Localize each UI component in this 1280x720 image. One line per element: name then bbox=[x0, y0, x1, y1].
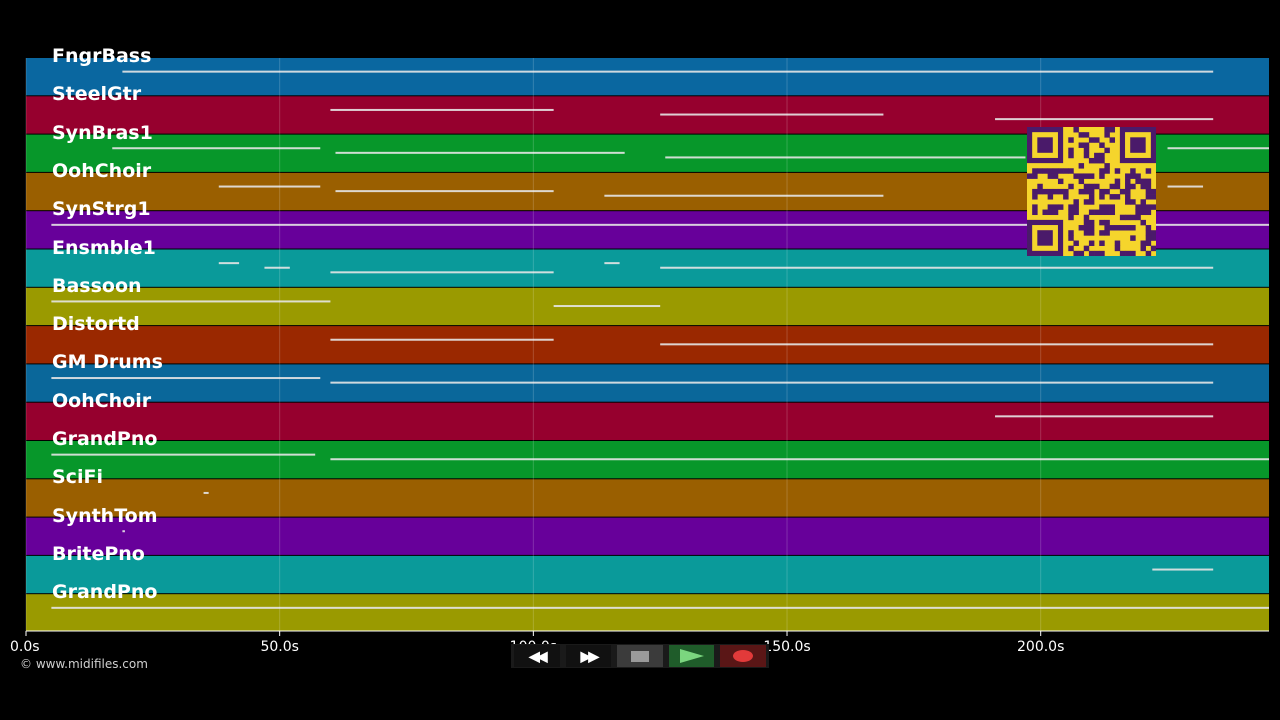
track-label: FngrBass bbox=[52, 45, 152, 67]
note-segment bbox=[995, 415, 1214, 418]
note-segment bbox=[51, 377, 321, 380]
note-segment bbox=[122, 530, 125, 533]
note-segment bbox=[660, 343, 1214, 346]
track-lane bbox=[26, 594, 1269, 632]
note-segment bbox=[330, 108, 554, 111]
qr-code bbox=[1027, 127, 1157, 257]
note-segment bbox=[330, 381, 1214, 384]
note-segment bbox=[330, 271, 554, 274]
track-label: SciFi bbox=[52, 466, 103, 489]
track-lane bbox=[26, 555, 1269, 594]
track-lane bbox=[26, 517, 1269, 555]
note-segment bbox=[1167, 185, 1204, 188]
play-button[interactable] bbox=[668, 645, 715, 667]
play-icon bbox=[679, 649, 704, 663]
track-label: SynBras1 bbox=[52, 121, 153, 144]
track-label: SynthTom bbox=[52, 504, 158, 527]
track-label: GrandPno bbox=[52, 428, 158, 450]
track-label: GrandPno bbox=[52, 581, 158, 604]
track-label: OohChoir bbox=[52, 159, 152, 182]
track-lane bbox=[26, 479, 1269, 517]
fast-forward-button[interactable]: ▶▶ bbox=[565, 645, 612, 667]
note-segment bbox=[112, 147, 321, 150]
tick-label: 200.0s bbox=[1017, 639, 1065, 655]
stop-button[interactable] bbox=[617, 645, 663, 667]
track-label: Distortd bbox=[52, 313, 140, 336]
tick-label: 0.0s bbox=[10, 639, 40, 655]
track-label: Bassoon bbox=[52, 274, 142, 297]
note-segment bbox=[51, 453, 316, 456]
note-segment bbox=[665, 156, 1026, 159]
stop-icon bbox=[630, 650, 649, 662]
note-segment bbox=[335, 190, 554, 193]
note-segment bbox=[604, 262, 620, 265]
tick-label: 50.0s bbox=[260, 639, 299, 655]
record-icon bbox=[733, 650, 754, 662]
track-label: SynStrg1 bbox=[52, 198, 151, 221]
track-label: Ensmble1 bbox=[52, 236, 156, 259]
fast-forward-icon: ▶▶ bbox=[580, 647, 599, 664]
note-segment bbox=[122, 70, 1214, 73]
track-lane bbox=[26, 58, 1269, 96]
track-label: BritePno bbox=[52, 542, 145, 565]
note-segment bbox=[51, 223, 1270, 226]
note-segment bbox=[203, 491, 209, 494]
record-button[interactable] bbox=[720, 645, 766, 667]
tick-label: 150.0s bbox=[763, 639, 811, 655]
note-segment bbox=[51, 300, 331, 303]
track-label: SteelGtr bbox=[52, 83, 142, 106]
rewind-button[interactable]: ◀◀ bbox=[514, 645, 560, 667]
note-segment bbox=[264, 266, 290, 269]
note-segment bbox=[660, 266, 1214, 269]
playback-controls: ◀◀ ▶▶ bbox=[511, 644, 769, 668]
note-segment bbox=[218, 262, 240, 265]
track-lane bbox=[26, 402, 1269, 440]
rewind-icon: ◀◀ bbox=[529, 647, 547, 664]
note-segment bbox=[553, 305, 661, 308]
note-segment bbox=[660, 113, 884, 116]
note-segment bbox=[1167, 147, 1269, 150]
note-segment bbox=[218, 185, 321, 188]
note-segment bbox=[335, 151, 625, 154]
track-label: GM Drums bbox=[52, 351, 163, 374]
track-label: OohChoir bbox=[52, 389, 152, 412]
note-segment bbox=[995, 118, 1214, 121]
note-segment bbox=[1152, 568, 1214, 571]
note-segment bbox=[330, 338, 554, 341]
note-segment bbox=[604, 194, 884, 197]
copyright-text: © www.midifiles.com bbox=[20, 657, 148, 671]
note-segment bbox=[330, 458, 1269, 461]
note-segment bbox=[51, 606, 1270, 609]
